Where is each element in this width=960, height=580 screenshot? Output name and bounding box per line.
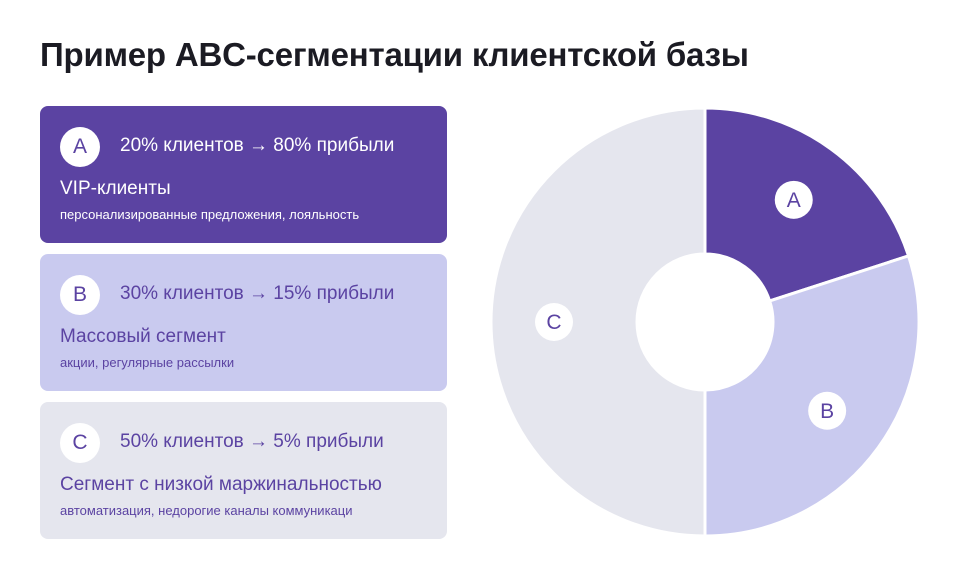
segment-card-c: C 50% клиентов → 5% прибыли Сегмент с ни… — [40, 402, 447, 539]
segment-badge-a: A — [60, 127, 100, 167]
slice-label-a: A — [774, 180, 813, 219]
segment-name-a: VIP-клиенты — [60, 178, 171, 199]
slice-label-text: C — [546, 311, 561, 334]
segment-badge-c: C — [60, 423, 100, 463]
slice-label-circle — [808, 391, 847, 430]
pie-slice-b — [703, 253, 921, 538]
segment-description-b: акции, регулярные рассылки — [60, 355, 235, 370]
segment-badge-b: B — [60, 275, 100, 315]
slice-label-c: C — [535, 303, 573, 341]
donut-chart: A B C — [489, 106, 921, 538]
slice-label-circle — [535, 303, 573, 341]
segment-name-c: Сегмент с низкой маржинальностью — [60, 474, 382, 495]
slice-label-circle — [774, 180, 813, 219]
segment-description-c: автоматизация, недорогие каналы коммуник… — [60, 503, 353, 518]
segment-card-a: A 20% клиентов → 80% прибыли VIP-клиенты… — [40, 106, 447, 243]
segment-name-b: Массовый сегмент — [60, 326, 226, 347]
segment-stat-b: 30% клиентов → 15% прибыли — [120, 283, 395, 304]
slice-label-b: B — [808, 391, 847, 430]
segment-stat-c: 50% клиентов → 5% прибыли — [120, 431, 384, 452]
slice-label-text: B — [820, 400, 834, 423]
page-title: Пример ABC-сегментации клиентской базы — [40, 36, 749, 73]
segment-description-a: персонализированные предложения, лояльно… — [60, 207, 360, 222]
slice-label-text: A — [787, 189, 801, 212]
pie-slice-c — [489, 106, 707, 538]
segment-card-b: B 30% клиентов → 15% прибыли Массовый се… — [40, 254, 447, 391]
segment-stat-a: 20% клиентов → 80% прибыли — [120, 135, 395, 156]
